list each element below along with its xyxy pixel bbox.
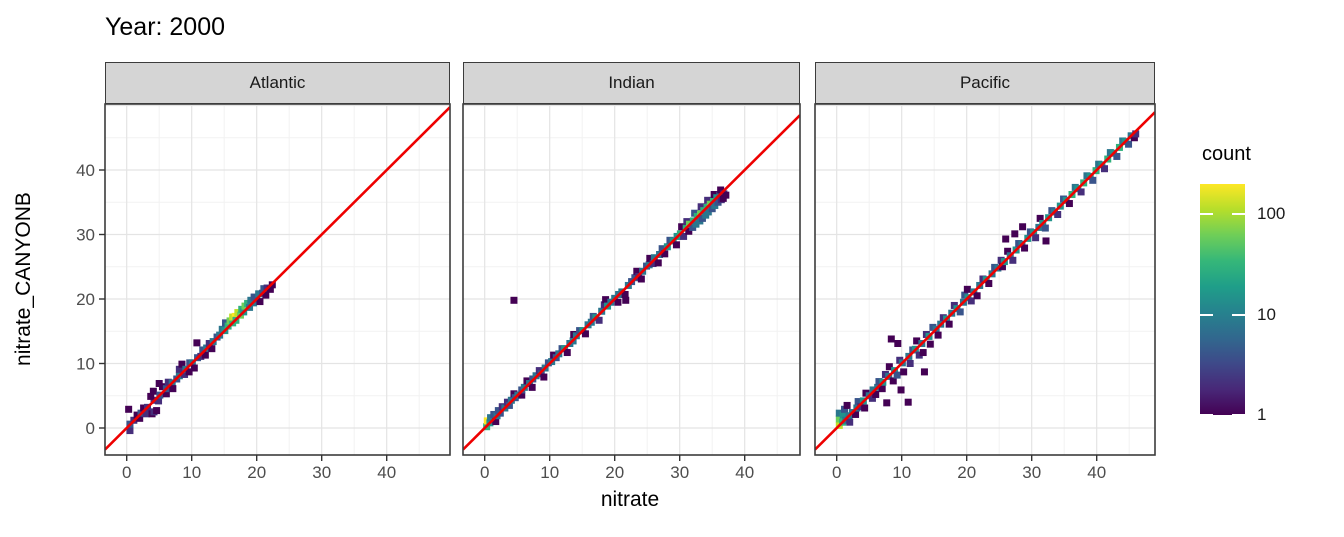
x-tick-label: 30 <box>670 463 689 482</box>
panel-border <box>104 103 451 456</box>
legend-tick-mark <box>1200 313 1213 316</box>
x-tick-label: 10 <box>182 463 201 482</box>
legend-tick-mark <box>1232 414 1245 416</box>
y-tick-label: 40 <box>76 161 95 180</box>
y-tick-label: 20 <box>76 290 95 309</box>
x-tick-label: 40 <box>735 463 754 482</box>
x-tick-label: 40 <box>377 463 396 482</box>
x-tick-label: 30 <box>1022 463 1041 482</box>
legend-tick-mark <box>1232 213 1245 216</box>
facet-strip-atlantic: Atlantic <box>105 62 450 104</box>
legend-colorbar <box>1200 184 1245 415</box>
identity-line <box>105 106 450 451</box>
x-tick-label: 0 <box>832 463 841 482</box>
y-tick-label: 0 <box>86 419 95 438</box>
legend-tick-mark <box>1232 313 1245 316</box>
bins-layer <box>815 111 1155 451</box>
facet-strip-label: Pacific <box>959 73 1011 92</box>
facet-strip-indian: Indian <box>463 62 800 104</box>
panel-pacific: 0 10 20 30 40 <box>814 103 1156 482</box>
x-tick-label: 30 <box>312 463 331 482</box>
identity-line <box>815 111 1155 451</box>
facet-strip-label: Indian <box>608 73 655 92</box>
legend-title: count <box>1202 143 1251 165</box>
x-tick-label: 0 <box>122 463 131 482</box>
bins-layer <box>105 106 450 451</box>
x-tick-label: 20 <box>605 463 624 482</box>
panel-border <box>462 103 801 456</box>
chart-title: Year: 2000 <box>105 13 226 41</box>
y-tick-label: 30 <box>76 226 95 245</box>
legend-tick-mark <box>1200 414 1213 416</box>
x-tick-label: 0 <box>480 463 489 482</box>
legend-tick-label: 10 <box>1257 304 1276 324</box>
y-axis-title: nitrate_CANYONB <box>12 192 35 366</box>
legend-tick-label: 100 <box>1257 204 1286 224</box>
x-tick-label: 20 <box>957 463 976 482</box>
panel-indian: 0 10 20 30 40 <box>462 103 801 482</box>
panel-atlantic: 0 10 20 30 40 0 10 20 30 40 <box>76 103 451 482</box>
bins-layer <box>463 114 800 451</box>
y-tick-label: 10 <box>76 355 95 374</box>
panel-border <box>814 103 1156 456</box>
x-tick-label: 40 <box>1087 463 1106 482</box>
x-tick-label: 10 <box>540 463 559 482</box>
x-axis-title: nitrate <box>600 488 660 511</box>
facet-strip-label: Atlantic <box>249 73 306 92</box>
identity-line <box>463 114 800 451</box>
x-tick-label: 20 <box>247 463 266 482</box>
legend-tick-label: 1 <box>1257 405 1267 424</box>
facet-strip-pacific: Pacific <box>815 62 1155 104</box>
x-tick-label: 10 <box>892 463 911 482</box>
legend-tick-mark <box>1200 213 1213 216</box>
